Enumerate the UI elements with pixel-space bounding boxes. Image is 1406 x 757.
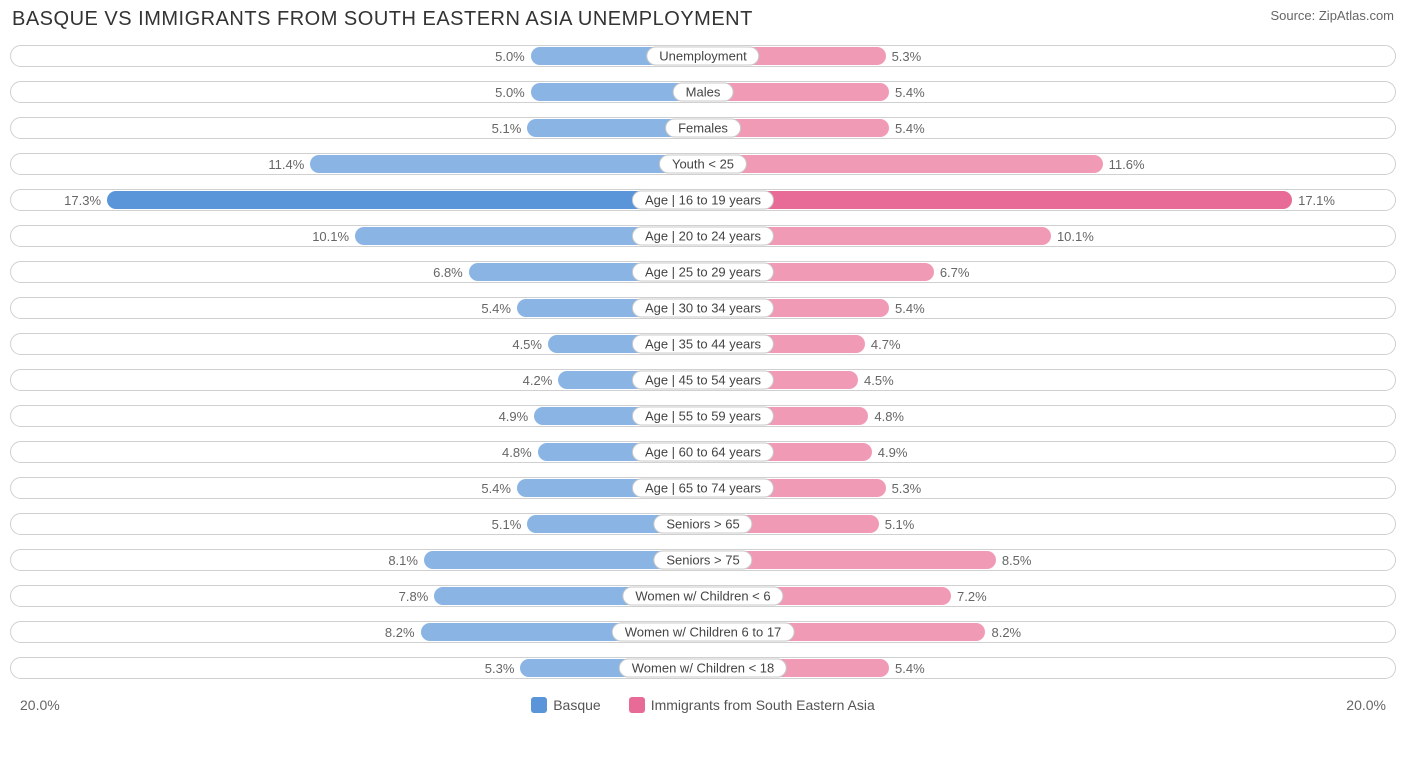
chart-row: 7.8% 7.2% Women w/ Children < 6: [10, 585, 1396, 607]
bar-right: [703, 191, 1292, 209]
bar-value-right: 5.1%: [879, 517, 921, 532]
category-label: Unemployment: [646, 47, 759, 66]
category-label: Women w/ Children 6 to 17: [612, 623, 795, 642]
chart-row: 8.1% 8.5% Seniors > 75: [10, 549, 1396, 571]
bar-value-left: 5.3%: [479, 661, 521, 676]
chart-row: 4.9% 4.8% Age | 55 to 59 years: [10, 405, 1396, 427]
bar-value-left: 7.8%: [393, 589, 435, 604]
category-label: Age | 45 to 54 years: [632, 371, 774, 390]
bar-value-left: 5.0%: [489, 85, 531, 100]
chart-header: BASQUE VS IMMIGRANTS FROM SOUTH EASTERN …: [8, 8, 1398, 43]
bar-value-right: 8.2%: [985, 625, 1027, 640]
bar-value-right: 5.4%: [889, 661, 931, 676]
category-label: Women w/ Children < 6: [622, 587, 783, 606]
category-label: Age | 20 to 24 years: [632, 227, 774, 246]
bar-value-right: 4.7%: [865, 337, 907, 352]
bar-value-left: 6.8%: [427, 265, 469, 280]
bar-value-right: 17.1%: [1292, 193, 1341, 208]
bar-value-right: 5.4%: [889, 85, 931, 100]
category-label: Age | 65 to 74 years: [632, 479, 774, 498]
chart-row: 6.8% 6.7% Age | 25 to 29 years: [10, 261, 1396, 283]
bar-value-right: 5.4%: [889, 301, 931, 316]
diverging-bar-chart: 5.0% 5.3% Unemployment 5.0% 5.4% Males 5.1% 5.4…: [8, 43, 1398, 695]
bar-value-left: 5.4%: [475, 301, 517, 316]
bar-value-left: 8.2%: [379, 625, 421, 640]
bar-value-right: 4.5%: [858, 373, 900, 388]
bar-value-left: 4.9%: [493, 409, 535, 424]
axis-max-left: 20.0%: [20, 697, 60, 713]
category-label: Seniors > 75: [653, 551, 752, 570]
legend-item-right: Immigrants from South Eastern Asia: [629, 697, 875, 713]
chart-row: 4.8% 4.9% Age | 60 to 64 years: [10, 441, 1396, 463]
chart-row: 4.5% 4.7% Age | 35 to 44 years: [10, 333, 1396, 355]
bar-value-right: 4.9%: [872, 445, 914, 460]
bar-value-left: 5.1%: [486, 121, 528, 136]
category-label: Age | 25 to 29 years: [632, 263, 774, 282]
bar-value-left: 5.1%: [486, 517, 528, 532]
chart-row: 5.1% 5.4% Females: [10, 117, 1396, 139]
category-label: Males: [673, 83, 734, 102]
bar-value-right: 5.3%: [886, 49, 928, 64]
category-label: Age | 55 to 59 years: [632, 407, 774, 426]
bar-value-left: 17.3%: [58, 193, 107, 208]
chart-row: 5.1% 5.1% Seniors > 65: [10, 513, 1396, 535]
bar-value-right: 4.8%: [868, 409, 910, 424]
bar-value-right: 5.4%: [889, 121, 931, 136]
bar-value-left: 5.0%: [489, 49, 531, 64]
chart-row: 11.4% 11.6% Youth < 25: [10, 153, 1396, 175]
bar-value-right: 7.2%: [951, 589, 993, 604]
bar-right: [703, 155, 1103, 173]
axis-max-right: 20.0%: [1346, 697, 1386, 713]
chart-row: 4.2% 4.5% Age | 45 to 54 years: [10, 369, 1396, 391]
chart-row: 10.1% 10.1% Age | 20 to 24 years: [10, 225, 1396, 247]
category-label: Age | 30 to 34 years: [632, 299, 774, 318]
chart-source: Source: ZipAtlas.com: [1270, 8, 1394, 23]
chart-row: 5.4% 5.4% Age | 30 to 34 years: [10, 297, 1396, 319]
category-label: Age | 35 to 44 years: [632, 335, 774, 354]
chart-footer: 20.0% Basque Immigrants from South Easte…: [8, 695, 1398, 713]
bar-value-left: 10.1%: [306, 229, 355, 244]
bar-value-left: 4.5%: [506, 337, 548, 352]
category-label: Age | 60 to 64 years: [632, 443, 774, 462]
bar-value-right: 5.3%: [886, 481, 928, 496]
chart-row: 5.3% 5.4% Women w/ Children < 18: [10, 657, 1396, 679]
legend-label-left: Basque: [553, 697, 600, 713]
bar-value-left: 8.1%: [382, 553, 424, 568]
category-label: Females: [665, 119, 741, 138]
bar-value-left: 4.8%: [496, 445, 538, 460]
chart-row: 5.0% 5.4% Males: [10, 81, 1396, 103]
bar-value-right: 10.1%: [1051, 229, 1100, 244]
chart-row: 17.3% 17.1% Age | 16 to 19 years: [10, 189, 1396, 211]
bar-value-left: 5.4%: [475, 481, 517, 496]
bar-value-right: 6.7%: [934, 265, 976, 280]
category-label: Youth < 25: [659, 155, 747, 174]
bar-value-left: 11.4%: [262, 157, 310, 172]
legend-item-left: Basque: [531, 697, 600, 713]
chart-title: BASQUE VS IMMIGRANTS FROM SOUTH EASTERN …: [12, 8, 753, 31]
chart-legend: Basque Immigrants from South Eastern Asi…: [531, 697, 875, 713]
bar-left: [107, 191, 703, 209]
category-label: Age | 16 to 19 years: [632, 191, 774, 210]
bar-value-right: 11.6%: [1103, 157, 1151, 172]
legend-label-right: Immigrants from South Eastern Asia: [651, 697, 875, 713]
bar-value-right: 8.5%: [996, 553, 1038, 568]
bar-value-left: 4.2%: [517, 373, 559, 388]
chart-row: 5.0% 5.3% Unemployment: [10, 45, 1396, 67]
legend-swatch-right: [629, 697, 645, 713]
chart-row: 8.2% 8.2% Women w/ Children 6 to 17: [10, 621, 1396, 643]
chart-row: 5.4% 5.3% Age | 65 to 74 years: [10, 477, 1396, 499]
category-label: Women w/ Children < 18: [619, 659, 787, 678]
bar-left: [310, 155, 703, 173]
category-label: Seniors > 65: [653, 515, 752, 534]
legend-swatch-left: [531, 697, 547, 713]
